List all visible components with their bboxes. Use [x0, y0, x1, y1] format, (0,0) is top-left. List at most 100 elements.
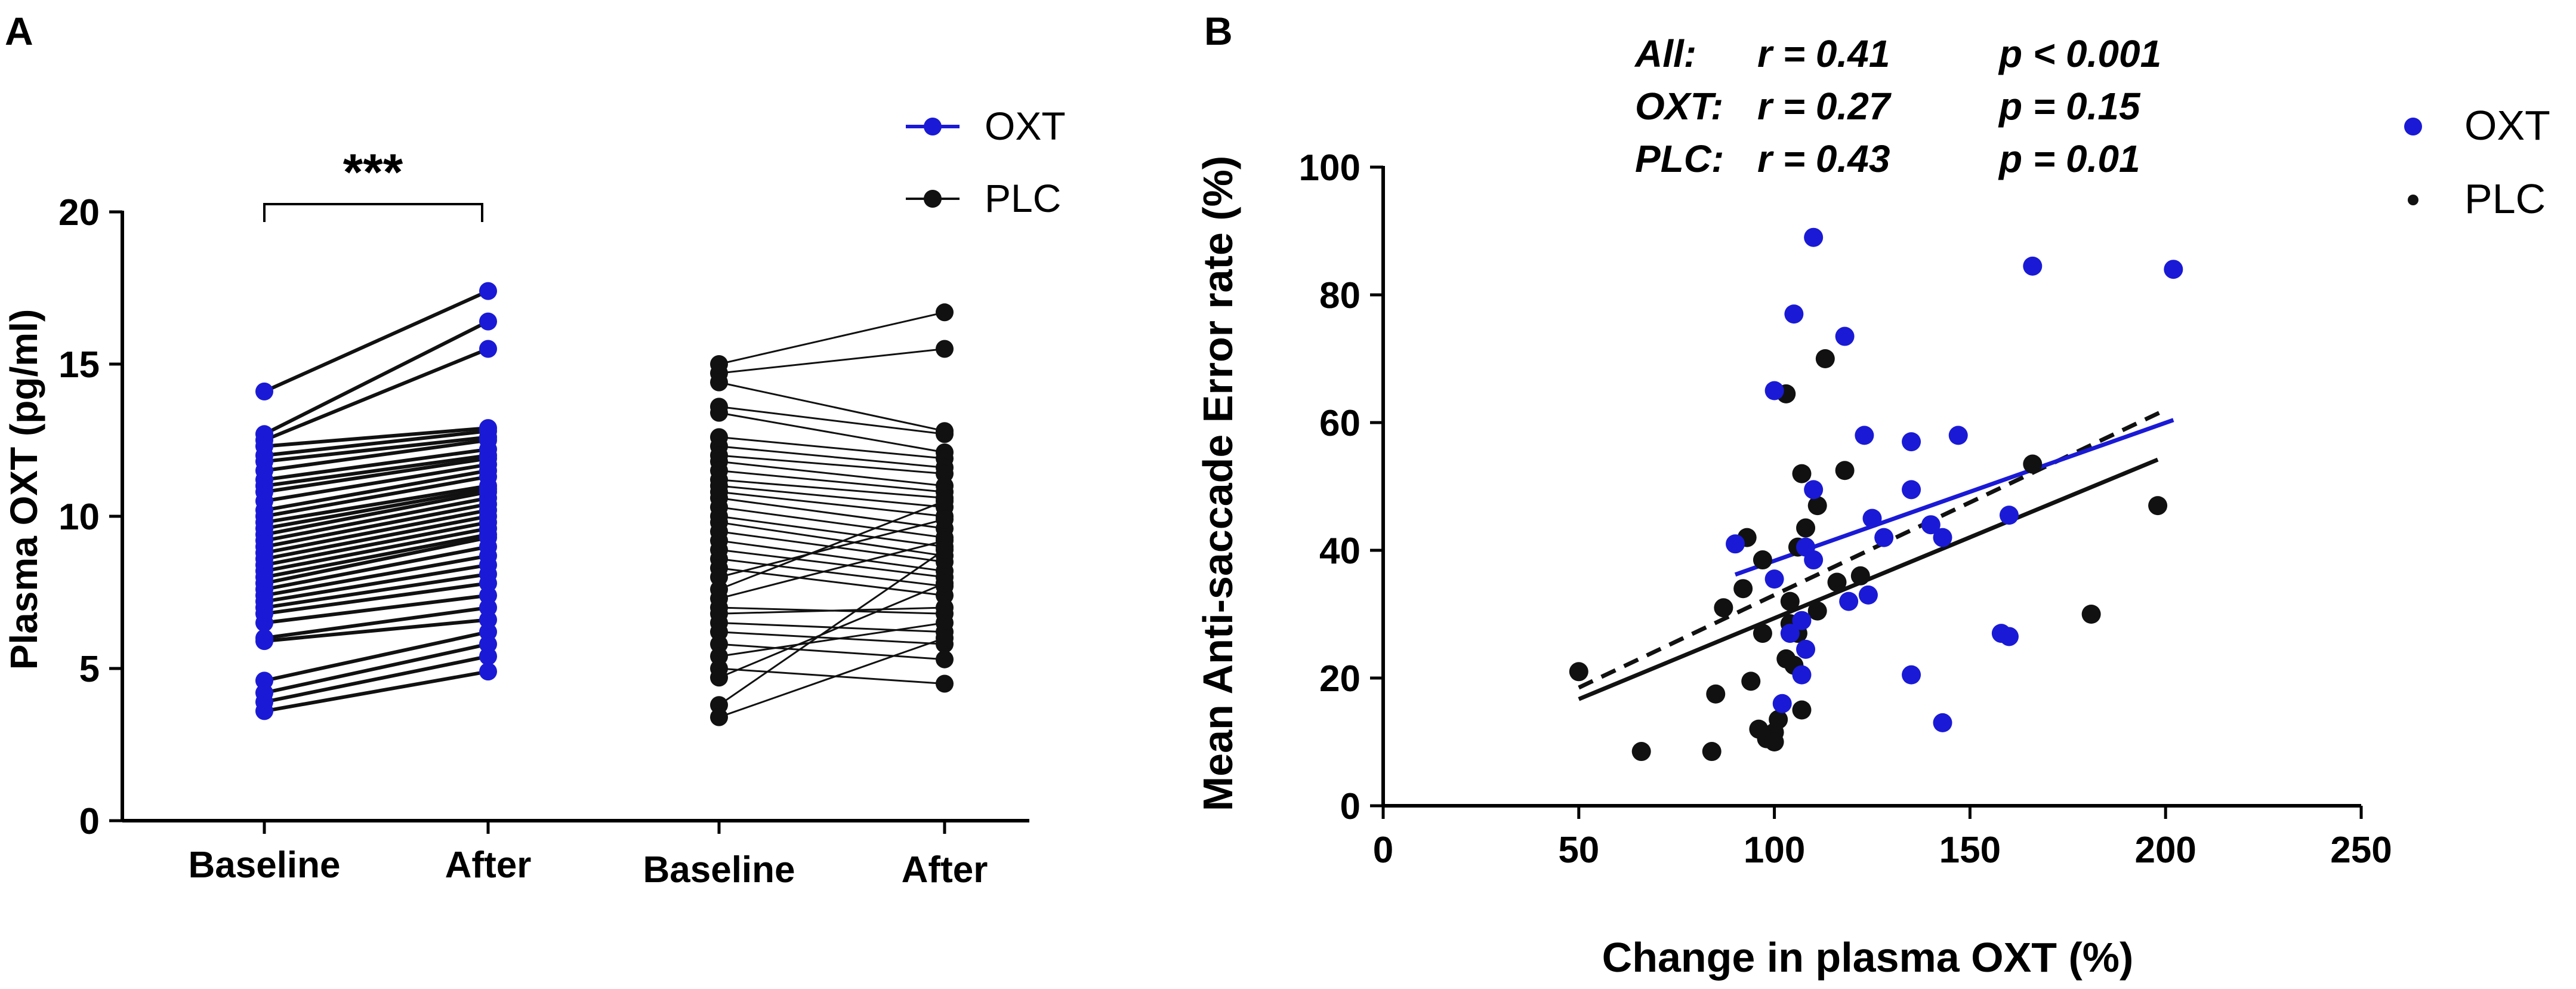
y-tick-label: 60: [1319, 403, 1361, 444]
point-plc: [2081, 605, 2101, 624]
point-plc-after: [936, 674, 954, 693]
point-plc: [1706, 684, 1726, 704]
point-oxt: [1933, 713, 1952, 732]
point-plc-after: [936, 574, 954, 593]
legend-oxt-label: OXT: [2464, 102, 2550, 149]
point-plc: [1764, 732, 1784, 751]
point-plc-baseline: [710, 403, 728, 422]
subject-line-plc: [718, 405, 945, 435]
y-tick-label: 80: [1319, 275, 1361, 316]
subject-line-plc: [718, 445, 945, 469]
point-oxt: [1839, 591, 1859, 611]
legend-oxt-marker: [924, 118, 942, 135]
panel-a-lines: [263, 289, 945, 719]
subject-line-oxt: [264, 545, 489, 591]
subject-line-oxt: [264, 508, 489, 555]
point-oxt-after: [479, 282, 497, 300]
subject-line-plc: [718, 518, 945, 578]
point-plc: [1631, 742, 1651, 762]
point-plc-baseline: [710, 373, 728, 392]
point-plc-baseline: [710, 668, 728, 687]
point-plc: [1850, 566, 1870, 586]
point-plc-after: [936, 629, 954, 647]
subject-line-plc: [718, 622, 945, 658]
subject-line-plc: [718, 479, 945, 499]
subject-line-plc: [718, 491, 945, 517]
subject-line-plc: [718, 311, 945, 365]
point-oxt: [1726, 534, 1745, 554]
subject-line-oxt: [264, 630, 489, 683]
panel-a-axes: 0 5 10 15 20: [58, 192, 1029, 842]
stats-r: r = 0.43: [1757, 137, 1890, 180]
subject-line-plc: [718, 454, 945, 475]
subject-line-plc: [718, 381, 945, 432]
subject-line-oxt: [264, 535, 489, 586]
subject-line-plc: [718, 460, 945, 487]
point-oxt: [1764, 569, 1784, 589]
subject-line-oxt: [264, 484, 489, 525]
subject-line-plc: [718, 412, 945, 454]
point-plc: [2148, 496, 2168, 516]
subject-line-plc: [718, 348, 945, 374]
subject-line-oxt: [264, 438, 489, 473]
subject-line-plc: [718, 485, 945, 509]
point-plc: [1741, 671, 1761, 691]
y-tick-label: 0: [79, 801, 100, 842]
legend-plc-label: PLC: [2464, 175, 2546, 222]
x-tick-label: 0: [1373, 830, 1393, 871]
subject-line-oxt: [264, 526, 489, 573]
point-oxt: [1804, 550, 1824, 570]
point-oxt: [1764, 381, 1784, 400]
subject-line-oxt: [264, 454, 489, 488]
subject-line-oxt: [264, 554, 489, 597]
point-oxt-after: [479, 663, 497, 681]
panel-b-axes: 0 20 40 60 80 100 0 50 100 150 200 250: [1299, 147, 2392, 871]
point-oxt: [1874, 528, 1894, 547]
subject-line-plc: [718, 549, 945, 706]
subject-line-oxt: [264, 490, 489, 537]
point-oxt: [1902, 665, 1921, 685]
stats-annotation: All: r = 0.41 p < 0.001 OXT: r = 0.27 p …: [1634, 32, 2161, 180]
panel-b-legend: OXT PLC: [2404, 102, 2550, 222]
point-plc: [1792, 700, 1812, 720]
subject-line-oxt: [264, 654, 489, 704]
point-oxt-baseline: [255, 702, 273, 720]
point-plc: [1835, 461, 1855, 480]
subject-line-plc: [718, 540, 945, 572]
point-plc-after: [936, 303, 954, 322]
point-oxt: [1796, 639, 1816, 659]
point-oxt: [1858, 585, 1878, 605]
subject-line-plc: [718, 606, 945, 615]
subject-line-oxt: [264, 502, 489, 549]
legend-plc-label: PLC: [985, 176, 1061, 220]
subject-line-oxt: [264, 447, 489, 482]
panel-b-y-axis-label: Mean Anti-saccade Error rate (%): [1195, 156, 1241, 811]
subject-line-plc: [718, 643, 945, 661]
stats-label: PLC:: [1635, 137, 1724, 180]
panel-a-legend: OXT PLC: [906, 104, 1066, 220]
point-oxt: [2164, 260, 2183, 279]
significance-bracket: [263, 203, 483, 222]
x-tick-label: 50: [1558, 830, 1599, 871]
x-category-label: After: [445, 845, 532, 886]
stats-r: r = 0.27: [1757, 85, 1892, 128]
panel-b-points: [1569, 227, 2183, 762]
subject-line-oxt: [264, 670, 489, 713]
point-plc: [1796, 518, 1816, 538]
subject-line-oxt: [264, 463, 489, 503]
point-plc: [1780, 591, 1800, 611]
point-oxt: [1804, 227, 1824, 247]
point-oxt: [1855, 426, 1874, 445]
point-oxt: [1902, 432, 1921, 452]
point-plc-after: [936, 510, 954, 529]
subject-line-oxt: [264, 593, 489, 625]
stats-p: p = 0.15: [1998, 85, 2141, 128]
legend-oxt-marker: [2404, 118, 2422, 135]
point-plc: [2023, 454, 2043, 474]
panel-a: A 0 5 10 15 20 *** Plasma OXT (pg/ml) Baseli…: [2, 9, 1066, 891]
point-plc: [1827, 572, 1847, 592]
point-plc-after: [936, 650, 954, 668]
x-tick-label: 200: [2134, 830, 2196, 871]
point-plc-after: [936, 599, 954, 617]
y-tick-label: 40: [1319, 531, 1361, 572]
